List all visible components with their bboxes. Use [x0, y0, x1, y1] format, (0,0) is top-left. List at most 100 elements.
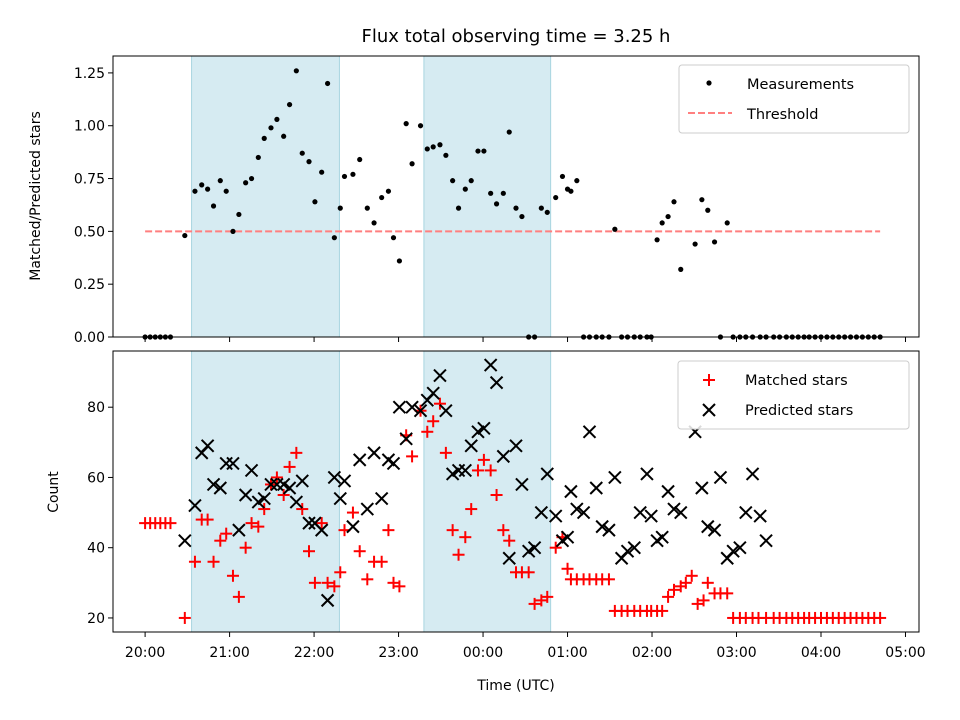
top-y-tick-label: 1.25 [74, 66, 105, 82]
cross-b [399, 432, 413, 446]
top-shaded-intervals [191, 55, 552, 338]
predicted-star-point [627, 540, 641, 555]
cross-b [458, 463, 473, 478]
cross-b [564, 484, 578, 499]
cross-b [483, 358, 498, 372]
bottom-legend-box [677, 360, 910, 430]
predicted-star-point [405, 400, 419, 414]
measurement-point [385, 188, 392, 194]
cross-b [320, 593, 335, 608]
cross-b [386, 456, 401, 471]
x-tick-label: 01:00 [547, 645, 587, 661]
matched-star-point [490, 489, 503, 502]
measurement-point [659, 220, 665, 226]
x-tick-label: 05:00 [885, 645, 925, 661]
matched-star-point [656, 604, 669, 617]
cross-b [608, 470, 622, 485]
matched-star-point [477, 453, 490, 466]
measurement-point [341, 173, 348, 180]
cross-b [426, 386, 440, 400]
cross-b [633, 505, 647, 520]
cross-b [733, 540, 747, 555]
predicted-star-point [483, 358, 498, 372]
matched-star-point [283, 460, 296, 473]
measurement-point [544, 209, 550, 215]
cross-b [534, 505, 549, 520]
matched-star-point [303, 545, 316, 558]
predicted-star-point [739, 505, 753, 520]
matched-star-point [375, 555, 388, 568]
measurement-point [671, 199, 677, 205]
predicted-star-point [352, 453, 367, 467]
measurement-point [299, 150, 305, 156]
matched-star-point [353, 545, 366, 558]
predicted-star-point [471, 425, 485, 439]
matched-star-point [427, 415, 440, 428]
predicted-stars-series [178, 358, 773, 608]
cross-b [759, 533, 773, 548]
matched-star-point [602, 573, 615, 586]
cross-b [589, 481, 603, 495]
predicted-star-point [327, 470, 342, 485]
cross-b [244, 463, 259, 478]
matched-star-point [252, 520, 265, 533]
predicted-star-point [560, 530, 575, 544]
top-y-tick-label: 1.00 [74, 119, 105, 135]
matched-star-point [446, 524, 459, 537]
predicted-star-point [726, 544, 740, 558]
measurement-point [568, 188, 574, 194]
matched-star-point [201, 513, 214, 526]
matched-star-point [334, 566, 347, 579]
matched-star-point [522, 566, 535, 579]
matched-star-point [245, 517, 258, 530]
predicted-star-point [367, 446, 381, 460]
cross-b [337, 474, 352, 488]
matched-star-point [382, 524, 395, 537]
predicted-star-point [458, 463, 473, 478]
predicted-star-point [439, 404, 453, 418]
predicted-star-point [346, 519, 360, 534]
measurement-point [199, 182, 205, 188]
bottom-y-tick-label: 80 [87, 400, 105, 416]
cross-b [655, 530, 669, 544]
predicted-star-point [620, 544, 635, 558]
top-x-ticks [144, 337, 906, 342]
predicted-star-point [188, 498, 202, 513]
predicted-star-point [386, 456, 401, 471]
matched-star-point [549, 541, 562, 554]
measurement-point [711, 239, 718, 245]
predicted-star-point [570, 502, 584, 516]
measurement-point [286, 101, 293, 108]
cross-b [644, 509, 658, 523]
cross-b [701, 519, 715, 534]
measurement-point [261, 135, 267, 141]
predicted-star-point [595, 519, 609, 534]
matched-star-point [471, 464, 484, 477]
measurement-point [364, 205, 370, 211]
measurement-point [281, 133, 287, 139]
cross-b [640, 467, 654, 481]
matched-star-point [503, 534, 516, 547]
measurement-point [654, 237, 660, 243]
measurement-point [230, 228, 236, 234]
measurement-point [192, 188, 198, 194]
measurement-point [612, 226, 618, 232]
measurement-point [678, 266, 684, 272]
predicted-star-point [200, 439, 215, 453]
legend-label-threshold: Threshold [746, 107, 818, 123]
cross-b [302, 516, 316, 530]
measurement-point [574, 178, 580, 184]
bottom-x-ticks: 20:00 21:00 22:00 23:00 00:00 01:00 02:00 03:00… [125, 632, 926, 661]
predicted-star-point [589, 481, 603, 495]
cross-b [238, 488, 253, 502]
matched-star-point [207, 555, 220, 568]
legend-marker-predicted-stars [702, 403, 716, 417]
shaded-interval [423, 350, 552, 633]
cross-b [178, 533, 192, 548]
predicted-star-point [374, 491, 389, 506]
measurement-point [462, 186, 468, 192]
predicted-star-point [733, 540, 747, 555]
matched-star-point [258, 503, 271, 516]
x-tick-label: 02:00 [632, 645, 672, 661]
predicted-star-point [333, 491, 347, 506]
